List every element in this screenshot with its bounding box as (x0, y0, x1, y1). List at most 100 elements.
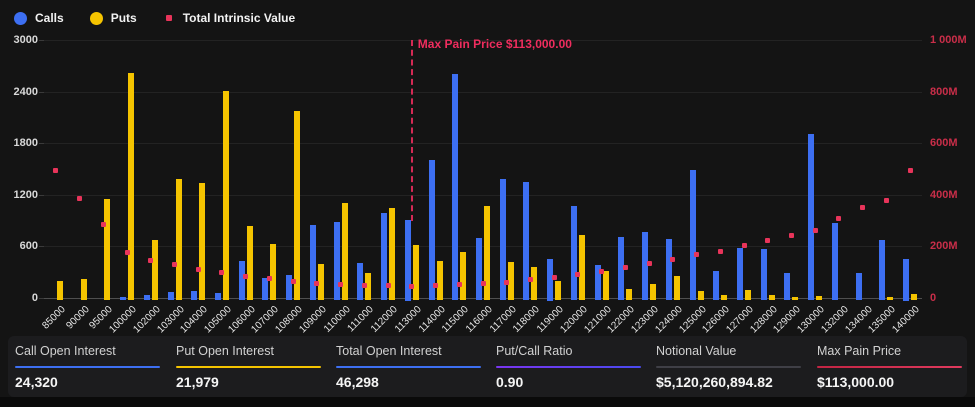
intrinsic-value-dot[interactable] (622, 265, 628, 271)
bar-put[interactable] (412, 245, 419, 301)
bar-call[interactable] (120, 296, 127, 301)
intrinsic-value-dot[interactable] (266, 275, 272, 281)
bar-call[interactable] (262, 277, 269, 301)
bar-put[interactable] (484, 205, 490, 301)
bar-put[interactable] (389, 208, 396, 301)
legend-item-puts[interactable]: Puts (89, 11, 137, 25)
bar-put[interactable] (128, 72, 135, 301)
bar-call[interactable] (808, 133, 815, 301)
intrinsic-value-dot[interactable] (314, 281, 320, 287)
intrinsic-value-dot[interactable] (907, 168, 913, 174)
intrinsic-value-dot[interactable] (765, 238, 771, 244)
bar-put[interactable] (270, 244, 277, 301)
intrinsic-value-dot[interactable] (53, 167, 59, 173)
bar-call[interactable] (404, 220, 411, 301)
bar-put[interactable] (222, 90, 229, 301)
bar-put[interactable] (246, 226, 253, 301)
intrinsic-value-dot[interactable] (219, 270, 225, 276)
bar-put[interactable] (673, 276, 680, 301)
bar-put[interactable] (436, 261, 443, 301)
bar-put[interactable] (175, 179, 182, 301)
bar-put[interactable] (816, 296, 823, 301)
legend-item-intrinsic[interactable]: Total Intrinsic Value (163, 11, 295, 25)
legend-item-calls[interactable]: Calls (14, 11, 64, 25)
intrinsic-value-dot[interactable] (504, 279, 510, 285)
intrinsic-value-dot[interactable] (124, 249, 130, 255)
bar-call[interactable] (333, 221, 340, 301)
intrinsic-value-dot[interactable] (385, 283, 391, 289)
bar-call[interactable] (855, 272, 862, 301)
bar-call[interactable] (143, 294, 150, 301)
intrinsic-value-dot[interactable] (100, 222, 106, 228)
intrinsic-value-dot[interactable] (670, 256, 676, 262)
bar-put[interactable] (294, 111, 301, 301)
bar-put[interactable] (365, 272, 372, 301)
bar-put[interactable] (507, 262, 514, 301)
intrinsic-value-dot[interactable] (290, 278, 296, 284)
bar-put[interactable] (792, 296, 799, 301)
intrinsic-value-dot[interactable] (883, 198, 889, 204)
intrinsic-value-dot[interactable] (361, 282, 367, 288)
bar-call[interactable] (713, 270, 720, 301)
intrinsic-value-dot[interactable] (812, 227, 818, 233)
bar-call[interactable] (309, 225, 316, 301)
bar-put[interactable] (80, 278, 87, 301)
intrinsic-value-dot[interactable] (551, 275, 557, 281)
bar-call[interactable] (642, 232, 649, 301)
bar-call[interactable] (570, 205, 577, 301)
intrinsic-value-dot[interactable] (77, 195, 83, 201)
bar-call[interactable] (547, 258, 554, 301)
bar-call[interactable] (499, 179, 506, 301)
intrinsic-value-dot[interactable] (456, 282, 462, 288)
bar-call[interactable] (167, 292, 174, 301)
bar-put[interactable] (104, 198, 111, 301)
bar-call[interactable] (903, 258, 910, 301)
bar-call[interactable] (689, 169, 696, 301)
intrinsic-value-dot[interactable] (409, 283, 415, 289)
intrinsic-value-dot[interactable] (243, 273, 249, 279)
bar-put[interactable] (650, 283, 657, 301)
intrinsic-value-dot[interactable] (338, 281, 344, 287)
bar-put[interactable] (151, 239, 158, 301)
bar-call[interactable] (452, 74, 459, 301)
options-open-interest-chart[interactable]: 0 0 600 200M 1200 400M 1800 600M 2400 800M 3000 1 0… (0, 0, 975, 335)
bar-put[interactable] (578, 234, 585, 301)
bar-put[interactable] (555, 281, 562, 301)
intrinsic-value-dot[interactable] (599, 268, 605, 274)
bar-put[interactable] (602, 270, 609, 301)
bar-put[interactable] (56, 281, 63, 301)
bar-call[interactable] (760, 249, 767, 301)
intrinsic-value-dot[interactable] (694, 252, 700, 258)
bar-call[interactable] (191, 291, 198, 301)
bar-put[interactable] (199, 183, 206, 301)
bar-call[interactable] (737, 247, 744, 301)
bar-call[interactable] (784, 272, 791, 301)
bar-call[interactable] (879, 239, 886, 301)
intrinsic-value-dot[interactable] (836, 216, 842, 222)
bar-call[interactable] (594, 264, 601, 301)
bar-call[interactable] (381, 213, 388, 301)
intrinsic-value-dot[interactable] (788, 233, 794, 239)
intrinsic-value-dot[interactable] (172, 261, 177, 267)
intrinsic-value-dot[interactable] (575, 271, 581, 277)
bar-put[interactable] (341, 203, 348, 301)
intrinsic-value-dot[interactable] (195, 266, 201, 272)
intrinsic-value-dot[interactable] (860, 205, 866, 211)
intrinsic-value-dot[interactable] (646, 261, 652, 267)
bar-put[interactable] (887, 296, 894, 301)
bar-call[interactable] (476, 238, 482, 301)
bar-put[interactable] (768, 295, 775, 301)
bar-put[interactable] (911, 294, 918, 301)
bar-call[interactable] (523, 182, 530, 301)
bar-put[interactable] (745, 289, 752, 301)
bar-put[interactable] (697, 291, 704, 301)
bar-call[interactable] (238, 260, 245, 301)
bar-call[interactable] (214, 293, 221, 301)
bar-put[interactable] (460, 252, 467, 301)
bar-call[interactable] (665, 239, 672, 301)
bar-put[interactable] (531, 266, 538, 301)
bar-put[interactable] (721, 294, 728, 301)
bar-put[interactable] (626, 288, 633, 301)
intrinsic-value-dot[interactable] (717, 248, 723, 254)
intrinsic-value-dot[interactable] (148, 257, 154, 263)
